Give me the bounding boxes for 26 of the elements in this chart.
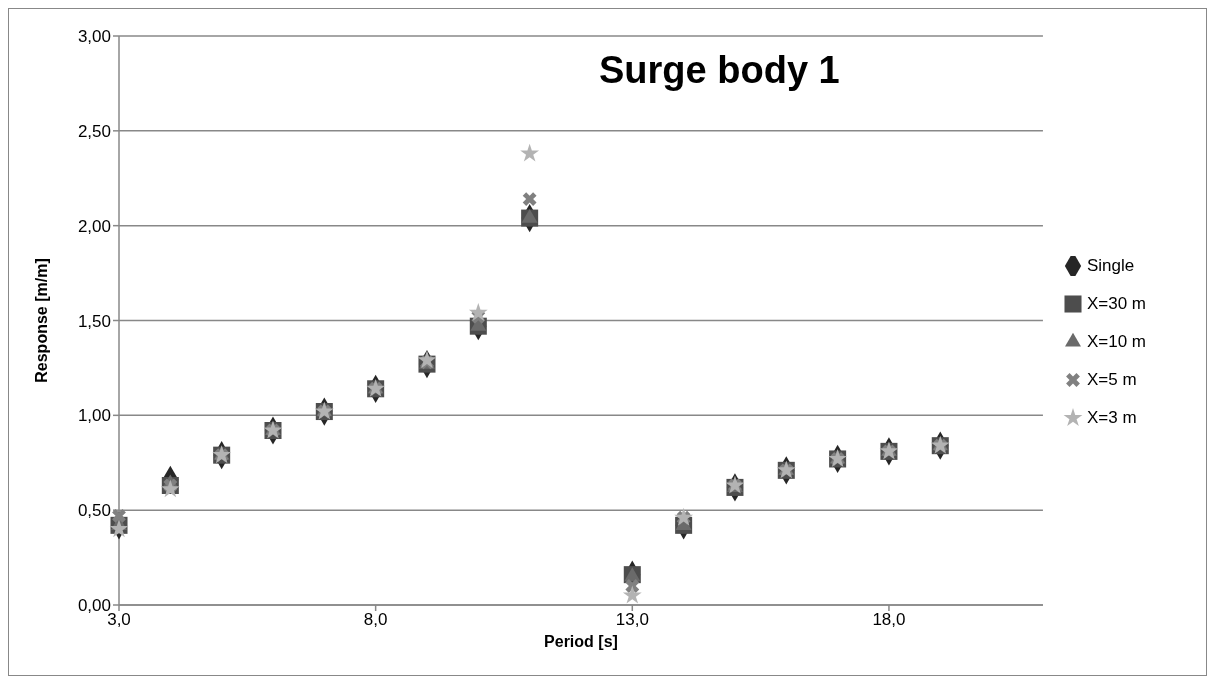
- point: [109, 519, 129, 538]
- x-tick-label: 3,0: [107, 610, 131, 630]
- legend-label: X=5 m: [1086, 370, 1137, 390]
- legend-label: X=3 m: [1086, 408, 1137, 428]
- x-tick-label: 13,0: [615, 610, 649, 630]
- y-tick-label: 0,50: [77, 501, 111, 521]
- point: [112, 508, 126, 523]
- point: [522, 192, 537, 207]
- x-tick-label: 18,0: [872, 610, 906, 630]
- y-tick-label: 2,50: [77, 121, 111, 141]
- point: [622, 585, 642, 604]
- legend-label: X=30 m: [1086, 294, 1146, 314]
- y-tick-label: 1,50: [77, 311, 111, 331]
- x-tick-label: 8,0: [363, 610, 388, 630]
- chart-title: Surge body 1: [599, 49, 840, 92]
- legend-label: Single: [1086, 256, 1135, 276]
- y-tick-label: 3,00: [77, 27, 111, 47]
- point: [468, 303, 488, 321]
- y-tick-label: 2,00: [77, 216, 111, 236]
- y-tick-label: 1,00: [77, 406, 111, 426]
- x-axis-title: Period [s]: [544, 633, 618, 650]
- point: [417, 350, 437, 369]
- legend-label: X=10 m: [1086, 332, 1146, 352]
- y-axis-title: Response [m/m]: [32, 258, 50, 383]
- point: [520, 143, 540, 162]
- point: [625, 579, 640, 593]
